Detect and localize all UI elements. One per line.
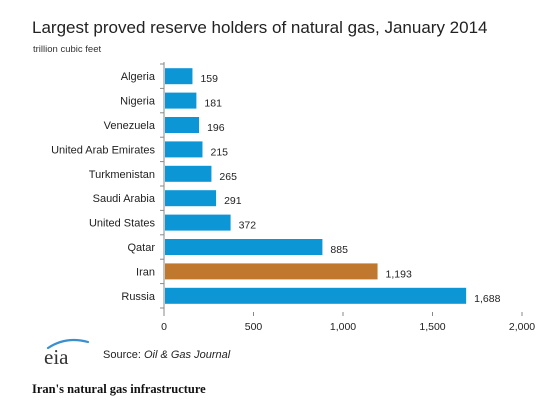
category-label-nigeria: Nigeria [120, 96, 156, 108]
category-label-algeria: Algeria [121, 71, 156, 83]
bar-chart: Algeria 159 Nigeria 181 Venezuela 196 United A… [51, 62, 535, 333]
bar-qatar [165, 239, 323, 255]
bar-algeria [165, 68, 193, 85]
data-label-qatar: 885 [330, 244, 348, 256]
section-caption: Iran's natural gas infrastructure [32, 382, 206, 396]
chart-title: Largest proved reserve holders of natura… [32, 18, 488, 37]
logo-text: eia [44, 345, 69, 369]
data-label-iran: 1,193 [386, 268, 412, 280]
data-label-united-arab-emirates: 215 [210, 146, 228, 158]
chart-units: trillion cubic feet [33, 44, 102, 55]
bar-nigeria [165, 92, 197, 109]
data-label-algeria: 159 [200, 73, 218, 85]
category-label-united-states: United States [89, 218, 156, 230]
bar-russia [165, 287, 467, 304]
source-note: Source: Oil & Gas Journal [103, 349, 230, 361]
x-tick-label: 1,000 [330, 321, 356, 333]
x-tick-label: 1,500 [419, 321, 445, 333]
source-publication: Oil & Gas Journal [143, 349, 231, 361]
data-label-united-states: 372 [239, 220, 257, 232]
x-tick-label: 0 [161, 321, 167, 333]
category-label-saudi-arabia: Saudi Arabia [93, 193, 156, 205]
bar-united-states [165, 214, 231, 231]
eia-logo-icon: eia [44, 338, 90, 369]
category-label-turkmenistan: Turkmenistan [89, 169, 155, 181]
category-label-russia: Russia [121, 291, 156, 303]
data-label-nigeria: 181 [204, 98, 222, 110]
category-label-united-arab-emirates: United Arab Emirates [51, 144, 155, 156]
category-label-qatar: Qatar [127, 242, 155, 254]
bar-iran [165, 263, 378, 280]
x-tick-label: 500 [245, 321, 263, 333]
category-label-venezuela: Venezuela [104, 120, 156, 132]
data-label-saudi-arabia: 291 [224, 195, 242, 207]
data-label-venezuela: 196 [207, 122, 225, 134]
x-tick-label: 2,000 [509, 321, 535, 333]
data-label-russia: 1,688 [474, 293, 500, 305]
category-label-iran: Iran [136, 266, 155, 278]
bar-turkmenistan [165, 165, 212, 182]
source-prefix: Source: [103, 349, 144, 361]
bar-saudi-arabia [165, 190, 217, 207]
bar-united-arab-emirates [165, 141, 203, 158]
data-label-turkmenistan: 265 [219, 171, 237, 183]
bar-venezuela [165, 117, 200, 133]
